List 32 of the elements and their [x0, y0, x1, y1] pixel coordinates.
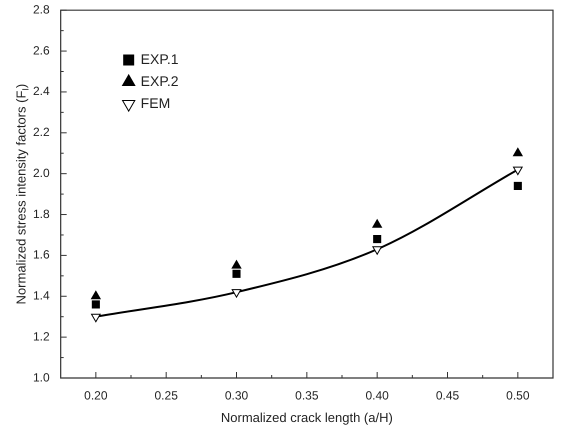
x-tick-label: 0.35	[295, 388, 319, 403]
x-tick-label: 0.30	[224, 388, 249, 403]
point	[232, 289, 242, 298]
x-tick-label: 0.25	[154, 388, 178, 403]
y-tick-label: 2.8	[32, 2, 50, 17]
point	[373, 235, 382, 244]
y-tick-label: 1.4	[32, 288, 50, 303]
point	[232, 270, 241, 278]
y-tick-label: 2.6	[32, 43, 50, 58]
y-tick-label: 2.2	[32, 125, 50, 140]
point	[513, 148, 523, 156]
y-tick-label: 1.2	[32, 329, 50, 344]
point	[514, 182, 522, 190]
y-axis-title: Normalized stress intensity factors (FI)	[14, 84, 30, 304]
point	[372, 219, 382, 228]
x-tick-label: 0.50	[506, 388, 530, 403]
point	[372, 246, 382, 255]
x-tick-label: 0.45	[436, 388, 460, 403]
y-tick-label: 2.0	[32, 166, 50, 180]
point	[232, 260, 242, 269]
point	[91, 314, 101, 322]
y-tick-label: 1.0	[32, 370, 50, 384]
y-tick-label: 1.8	[32, 206, 50, 221]
x-tick-label: 0.40	[365, 388, 390, 403]
legend-label: EXP.1	[140, 50, 179, 67]
y-tick-label: 2.4	[32, 84, 50, 98]
y-tick-label: 1.6	[32, 248, 50, 262]
legend-label: FEM	[140, 94, 170, 111]
point	[92, 300, 100, 308]
legend-label: EXP.2	[140, 72, 179, 89]
x-axis-title: Normalized crack length (a/H)	[220, 410, 393, 425]
x-tick-label: 0.20	[84, 388, 108, 403]
